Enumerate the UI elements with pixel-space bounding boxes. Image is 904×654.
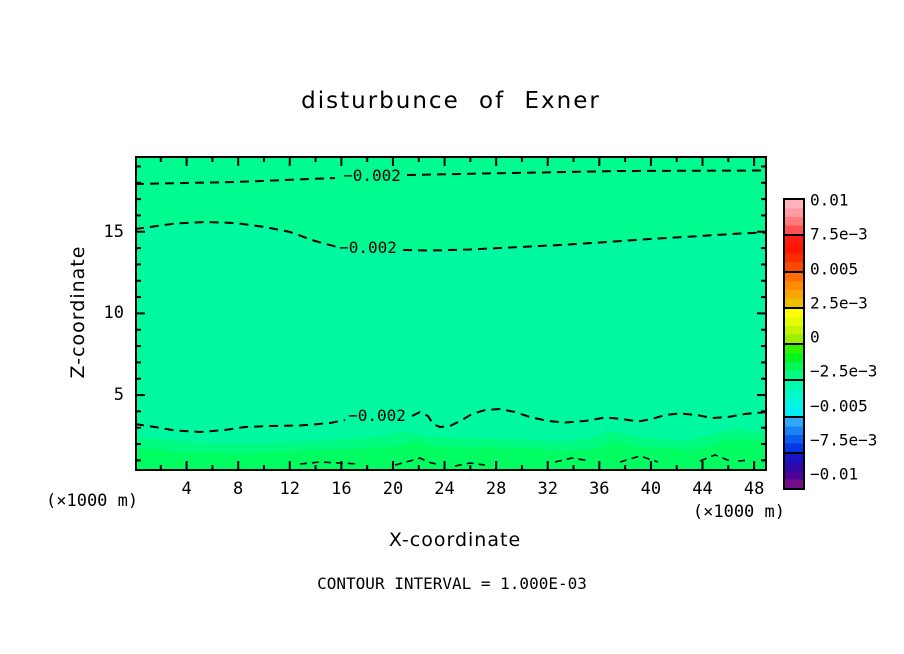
colorbar-cell bbox=[783, 198, 805, 237]
x-tick-label: 20 bbox=[382, 479, 404, 499]
x-tick-label: 12 bbox=[279, 479, 301, 499]
colorbar-tick-label: 0.005 bbox=[810, 259, 859, 278]
y-tick-label: 5 bbox=[113, 385, 124, 406]
contour-label-top: −0.002 bbox=[343, 166, 401, 185]
colorbar bbox=[783, 198, 805, 490]
colorbar-tick-label: 0 bbox=[810, 327, 820, 347]
x-tick-label: 24 bbox=[434, 479, 455, 499]
x-tick-label: 44 bbox=[692, 479, 713, 499]
x-tick-label: 28 bbox=[485, 479, 507, 499]
contour-fragment bbox=[699, 454, 731, 462]
field-lower-bright-fill bbox=[135, 438, 767, 471]
contour-line-low-left bbox=[135, 419, 346, 434]
colorbar-tick-label: 0.01 bbox=[810, 190, 849, 210]
x-axis-unit-right: (×1000 m) bbox=[692, 502, 785, 522]
colorbar-cell bbox=[783, 379, 805, 418]
contour-fragment bbox=[619, 455, 659, 463]
plot-border bbox=[135, 156, 767, 471]
colorbar-tick-label: −0.005 bbox=[810, 396, 868, 415]
contour-interval-note: CONTOUR INTERVAL = 1.000E-03 bbox=[317, 574, 587, 593]
contour-plot: −0.002 −0.002 −0.002 bbox=[135, 156, 767, 471]
x-tick-label: 40 bbox=[640, 479, 662, 499]
contour-fragments-group bbox=[299, 454, 751, 467]
contour-label-low: −0.002 bbox=[348, 406, 406, 425]
contour-line-mid-left bbox=[135, 220, 338, 248]
colorbar-cell bbox=[783, 343, 805, 382]
contour-fragment bbox=[299, 461, 361, 465]
contour-lines-group bbox=[135, 169, 767, 434]
colorbar-cell bbox=[783, 415, 805, 454]
y-axis-title: Z-coordinate bbox=[67, 245, 89, 379]
x-tick-label: 48 bbox=[743, 479, 765, 499]
y-tick-label: 15 bbox=[103, 221, 124, 242]
x-axis-title: X-coordinate bbox=[388, 529, 522, 551]
contour-fragment bbox=[454, 462, 486, 467]
x-tick-label: 32 bbox=[537, 479, 558, 499]
colorbar-tick-label: −2.5e−3 bbox=[810, 361, 878, 381]
contour-fragment bbox=[554, 457, 591, 463]
contour-fragment bbox=[737, 459, 751, 462]
x-tick-label: 36 bbox=[589, 479, 610, 499]
x-axis-unit-left: (×1000 m) bbox=[46, 491, 139, 511]
colorbar-cell bbox=[783, 234, 805, 273]
x-tick-label: 4 bbox=[181, 479, 192, 499]
x-tick-label: 8 bbox=[233, 479, 244, 499]
contour-fragment bbox=[394, 457, 441, 466]
contour-label-mid: −0.002 bbox=[339, 238, 397, 257]
colorbar-cell bbox=[783, 270, 805, 309]
colorbar-tick-label: −7.5e−3 bbox=[810, 430, 878, 450]
colorbar-tick-label: −0.01 bbox=[810, 464, 859, 484]
colorbar-cell bbox=[783, 306, 805, 345]
contour-line-top-right bbox=[406, 169, 767, 176]
y-tick-label: 10 bbox=[103, 303, 124, 324]
chart-title: disturbunce of Exner bbox=[301, 88, 601, 114]
contour-line-top-left bbox=[135, 177, 336, 185]
colorbar-cell bbox=[783, 451, 805, 490]
contour-line-mid-right bbox=[402, 231, 767, 252]
contour-line-low-right bbox=[411, 407, 767, 429]
colorbar-tick-label: 2.5e−3 bbox=[810, 293, 868, 313]
colorbar-tick-label: 7.5e−3 bbox=[810, 224, 868, 244]
x-tick-label: 16 bbox=[331, 479, 352, 499]
